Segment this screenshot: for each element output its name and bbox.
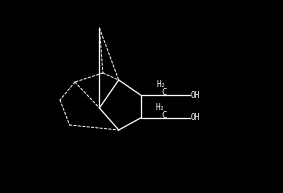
Text: OH: OH [190,113,200,123]
Text: H₂: H₂ [156,103,165,113]
Text: C: C [161,88,167,97]
Text: OH: OH [190,91,200,100]
Text: H₂: H₂ [156,80,166,89]
Text: C: C [161,111,167,120]
